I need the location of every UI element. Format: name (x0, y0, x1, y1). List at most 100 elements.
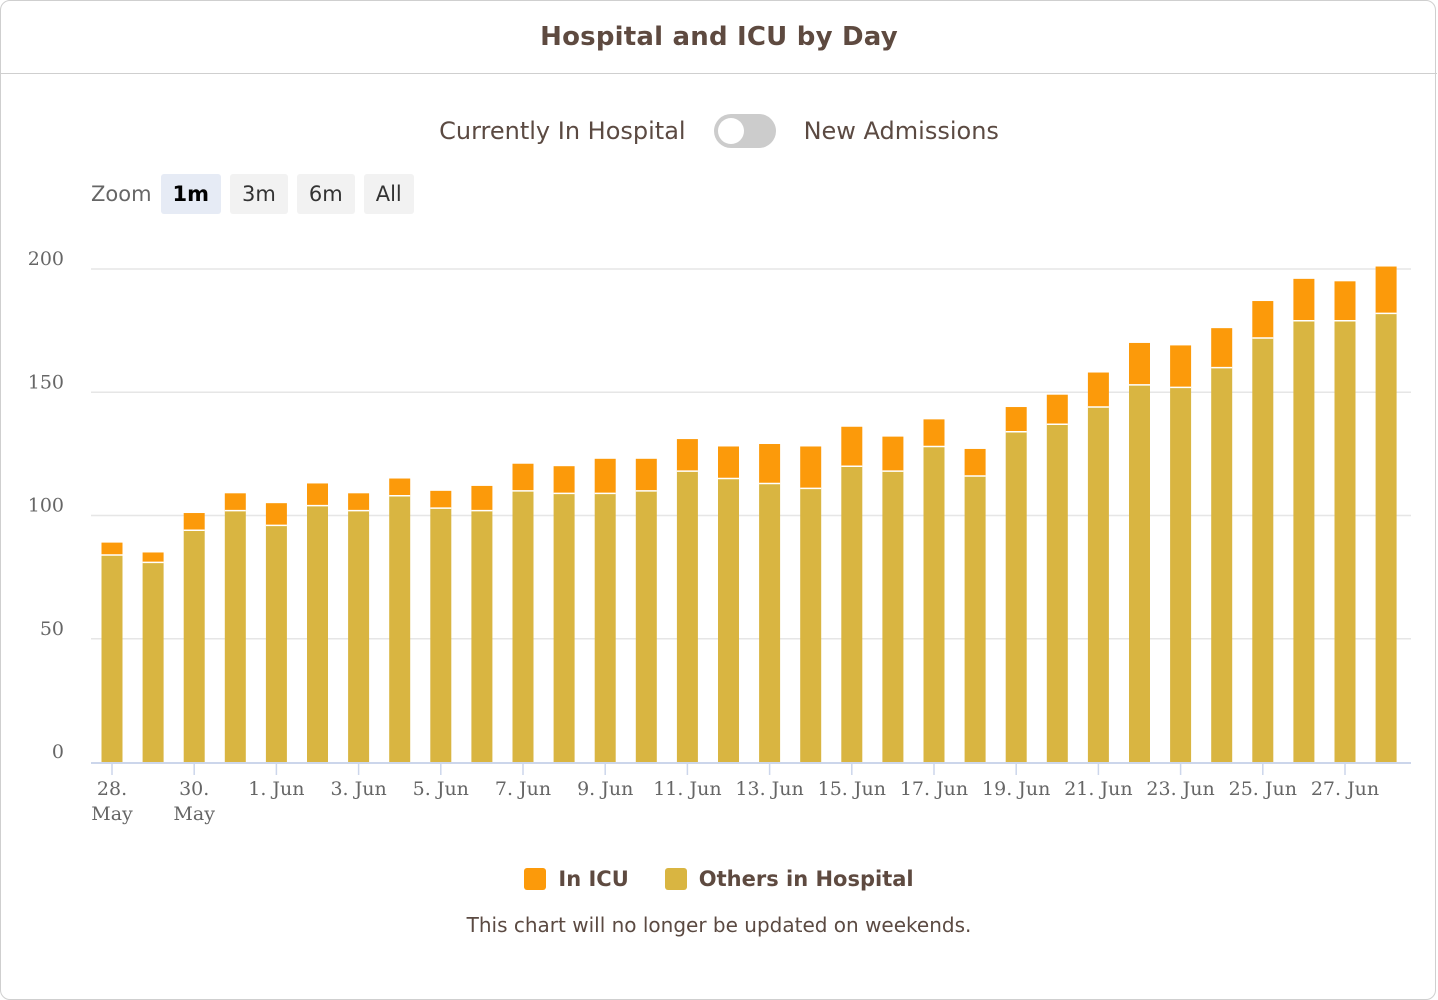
y-tick-label: 0 (52, 741, 64, 763)
x-tick-label: May (91, 803, 133, 825)
zoom-all-button[interactable]: All (363, 174, 414, 214)
bar-in-icu (430, 490, 452, 509)
bar-others-in-hospital (1211, 367, 1233, 762)
bar-in-icu (1252, 301, 1274, 339)
y-tick-label: 150 (28, 371, 64, 393)
x-tick-label: 3. Jun (330, 778, 386, 800)
bar-in-icu (265, 503, 287, 526)
toggle-label-new-admissions[interactable]: New Admissions (803, 117, 999, 145)
toggle-label-currently-in-hospital[interactable]: Currently In Hospital (439, 117, 686, 145)
legend-swatch-others-in-hospital (664, 868, 687, 890)
bar-others-in-hospital (224, 510, 246, 762)
legend-label-others-in-hospital: Others in Hospital (698, 867, 914, 891)
x-tick-label: 19. Jun (982, 778, 1050, 800)
bar-in-icu (594, 458, 616, 494)
bar-in-icu (101, 542, 123, 555)
bar-others-in-hospital (1375, 313, 1397, 762)
legend-swatch-in-icu (524, 868, 547, 890)
bar-others-in-hospital (101, 554, 123, 762)
bar-in-icu (307, 483, 328, 506)
view-toggle-switch[interactable] (713, 114, 776, 148)
bar-others-in-hospital (676, 471, 698, 762)
x-tick-label: 5. Jun (413, 778, 469, 800)
bar-others-in-hospital (923, 446, 945, 762)
bar-others-in-hospital (882, 471, 904, 762)
bar-in-icu (841, 426, 863, 467)
bar-others-in-hospital (1087, 407, 1109, 762)
x-tick-label: 23. Jun (1146, 778, 1214, 800)
bar-others-in-hospital (841, 466, 863, 762)
bar-others-in-hospital (142, 562, 164, 762)
bar-in-icu (1211, 328, 1233, 368)
bar-in-icu (1129, 342, 1150, 385)
x-tick-label: 11. Jun (653, 778, 721, 800)
bar-others-in-hospital (512, 490, 534, 762)
zoom-6m-button[interactable]: 6m (296, 174, 355, 214)
bar-in-icu (1005, 407, 1027, 432)
y-tick-label: 50 (40, 618, 64, 640)
zoom-1m-button[interactable]: 1m (160, 174, 222, 214)
bar-others-in-hospital (348, 510, 370, 762)
bar-in-icu (635, 458, 657, 491)
bar-others-in-hospital (471, 510, 493, 762)
bar-others-in-hospital (389, 495, 411, 762)
x-tick-label: May (173, 803, 215, 825)
x-tick-label: 28. (97, 778, 127, 800)
bar-others-in-hospital (265, 525, 287, 762)
bar-others-in-hospital (718, 478, 739, 762)
bar-others-in-hospital (594, 493, 616, 762)
bar-in-icu (471, 485, 493, 511)
bar-others-in-hospital (800, 488, 822, 762)
zoom-controls: Zoom 1m 3m 6m All (91, 174, 423, 214)
zoom-3m-button[interactable]: 3m (230, 174, 288, 214)
x-tick-label: 13. Jun (735, 778, 803, 800)
bar-in-icu (964, 448, 986, 477)
x-tick-label: 30. (179, 778, 209, 800)
bar-others-in-hospital (1293, 320, 1315, 762)
bar-others-in-hospital (553, 493, 575, 762)
bar-in-icu (676, 439, 698, 472)
bar-in-icu (142, 552, 164, 563)
x-tick-label: 17. Jun (900, 778, 968, 800)
bar-others-in-hospital (1046, 424, 1068, 762)
chart-title: Hospital and ICU by Day (540, 22, 898, 52)
bar-in-icu (759, 444, 781, 484)
legend-item-in-icu[interactable]: In ICU (524, 867, 629, 891)
bar-in-icu (1170, 345, 1192, 388)
bar-in-icu (1334, 281, 1356, 321)
view-toggle-row: Currently In Hospital New Admissions (1, 109, 1437, 153)
bar-in-icu (882, 436, 904, 472)
bar-others-in-hospital (430, 508, 452, 762)
bar-in-icu (183, 513, 205, 531)
bar-in-icu (224, 493, 246, 511)
bar-others-in-hospital (307, 505, 328, 762)
bar-in-icu (923, 419, 945, 447)
chart-footnote: This chart will no longer be updated on … (466, 913, 972, 937)
bar-others-in-hospital (964, 476, 986, 762)
bar-in-icu (348, 493, 370, 511)
chart-legend: In ICU Others in Hospital (1, 863, 1437, 895)
y-tick-label: 100 (28, 495, 64, 517)
x-tick-label: 27. Jun (1311, 778, 1379, 800)
x-tick-label: 25. Jun (1229, 778, 1297, 800)
bar-in-icu (553, 466, 575, 494)
bar-others-in-hospital (1252, 338, 1274, 762)
x-tick-label: 9. Jun (577, 778, 633, 800)
bar-in-icu (1375, 266, 1397, 314)
bar-others-in-hospital (1334, 320, 1356, 762)
legend-item-others-in-hospital[interactable]: Others in Hospital (664, 867, 914, 891)
toggle-knob (717, 118, 744, 144)
x-tick-label: 21. Jun (1064, 778, 1132, 800)
bar-others-in-hospital (635, 490, 657, 762)
bar-others-in-hospital (759, 483, 781, 762)
bar-in-icu (1046, 394, 1068, 425)
legend-label-in-icu: In ICU (558, 867, 629, 891)
bar-in-icu (389, 478, 411, 496)
bar-in-icu (512, 463, 534, 491)
bar-in-icu (718, 446, 739, 479)
chart-plot: 0 50 100 150 200 28. May 30. May 1. Jun 3. Jun 5. J… (28, 248, 1411, 825)
bar-others-in-hospital (183, 530, 205, 762)
x-tick-label: 15. Jun (818, 778, 886, 800)
y-tick-label: 200 (28, 248, 64, 270)
